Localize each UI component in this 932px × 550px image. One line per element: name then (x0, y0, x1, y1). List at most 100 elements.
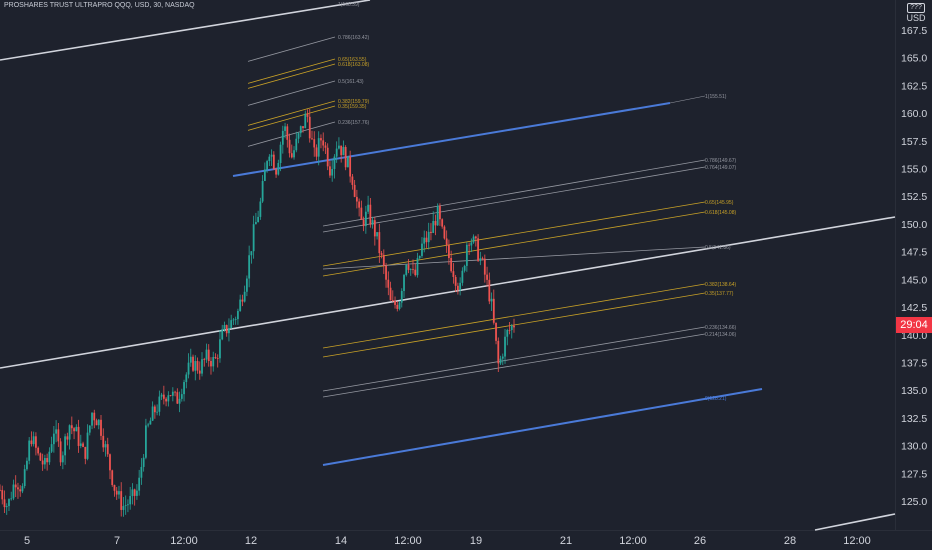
candle-body (194, 361, 197, 371)
fib-level-line[interactable] (322, 201, 706, 267)
fib-level-label: 0.786(163.42) (338, 35, 369, 41)
candle-body (286, 126, 289, 140)
fib-level-line[interactable] (322, 326, 706, 392)
candle-body (1, 490, 4, 500)
candle-body (394, 300, 396, 305)
fib-channel-lines[interactable] (232, 102, 763, 466)
candle-body (434, 221, 437, 226)
x-tick-label: 12:00 (843, 535, 871, 547)
candle-body (48, 451, 51, 463)
channel-upper-line[interactable] (0, 0, 371, 61)
candle-body (308, 116, 311, 139)
fib-level-line[interactable] (247, 105, 336, 131)
candle-body (257, 216, 260, 223)
candle-body (127, 504, 129, 506)
candle-body (299, 126, 302, 134)
price-axis[interactable]: 125.0127.5130.0132.5135.0137.5140.0142.5… (901, 25, 927, 508)
candle-body (212, 357, 215, 367)
fib-level-label: 0.65(145.95) (705, 200, 734, 206)
candle-body (214, 357, 217, 359)
fib-level-label: 0.618(163.08) (338, 62, 369, 68)
candle-body (10, 498, 13, 500)
candle-body (353, 184, 356, 197)
candle-body (441, 219, 444, 227)
candle-body (270, 154, 273, 157)
symbol-title: PROSHARES TRUST ULTRAPRO QQQ, USD, 30, N… (4, 2, 195, 9)
candle-body (124, 505, 127, 507)
candle-body (5, 506, 8, 508)
fib-level-line[interactable] (669, 95, 706, 104)
y-tick-label: 130.0 (901, 441, 927, 453)
candle-body (335, 148, 338, 157)
candle-body (364, 211, 367, 227)
fib-blue-bottom[interactable] (322, 388, 763, 466)
candle-body (241, 299, 244, 302)
candle-body (443, 226, 446, 239)
candle-body (68, 425, 71, 440)
candle-body (351, 176, 354, 185)
candle-body (201, 359, 203, 374)
candle-body (151, 406, 154, 421)
fib-level-line[interactable] (247, 63, 336, 89)
time-axis[interactable]: 5 7 12:00 12 14 12:00 19 21 12:00 26 28 12:00 (24, 535, 871, 547)
candle-body (456, 285, 459, 291)
candle-body (162, 394, 165, 399)
fib-level-line[interactable] (247, 80, 336, 106)
parallel-channel[interactable] (0, 0, 896, 531)
candle-body (369, 204, 372, 225)
currency-box[interactable]: ??? USD (902, 1, 930, 23)
candle-body (30, 440, 33, 445)
candle-body (407, 264, 410, 270)
fib-level-line[interactable] (322, 246, 706, 270)
candle-body (284, 126, 286, 131)
fib-level-line[interactable] (322, 283, 706, 349)
candle-body (232, 319, 235, 321)
candle-body (474, 236, 477, 239)
candle-body (228, 328, 230, 334)
fib-level-line[interactable] (247, 58, 336, 84)
channel-middle-line[interactable] (0, 216, 896, 369)
fib-level-line[interactable] (322, 333, 706, 398)
candle-body (371, 220, 374, 225)
fib-blue-top[interactable] (232, 102, 671, 177)
fib-level-line[interactable] (247, 36, 336, 62)
fib-level-label: 0.786(149.67) (705, 158, 736, 164)
candle-body (281, 130, 284, 145)
candle-body (77, 426, 80, 446)
x-tick-label: 28 (784, 535, 796, 547)
channel-lower-line[interactable] (814, 513, 896, 531)
y-tick-label: 155.0 (901, 164, 927, 176)
candle-body (259, 201, 262, 217)
candle-body (149, 420, 152, 425)
fib-level-line[interactable] (247, 121, 336, 147)
candle-body (91, 412, 93, 426)
fib-level-line[interactable] (322, 166, 706, 233)
candle-body (95, 420, 98, 426)
candle-body (142, 457, 145, 467)
fib-level-label: 0.5(141.86) (705, 245, 731, 251)
fib-level-label: 0.382(138.64) (705, 282, 736, 288)
y-tick-label: 132.5 (901, 413, 927, 425)
candle-body (436, 206, 439, 226)
candle-body (19, 489, 22, 492)
candle-body (32, 436, 35, 445)
candle-body (28, 440, 31, 461)
candle-body (311, 138, 313, 140)
candle-body (403, 274, 405, 291)
candle-body (340, 145, 343, 156)
fib-level-line[interactable] (247, 100, 336, 126)
candle-body (136, 490, 138, 496)
candle-body (0, 489, 1, 491)
candle-body (304, 113, 307, 129)
candle-body (405, 264, 408, 275)
y-tick-label: 152.5 (901, 191, 927, 203)
x-tick-label: 12:00 (619, 535, 647, 547)
candle-body (82, 443, 84, 447)
candle-body (140, 466, 143, 478)
candle-body (450, 258, 453, 272)
candle-body (272, 154, 275, 170)
fib-level-line[interactable] (322, 159, 706, 227)
candle-body (349, 156, 352, 177)
candle-body (165, 398, 167, 402)
